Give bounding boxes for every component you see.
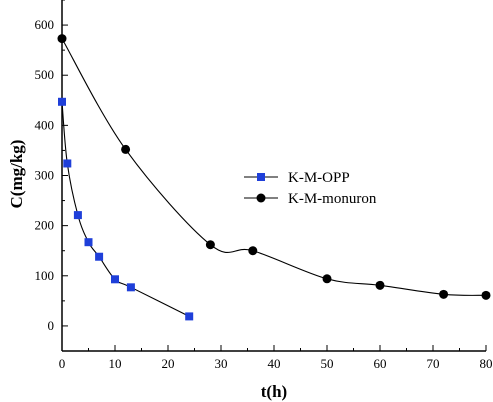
x-tick-label: 0 [59,356,66,371]
data-point-opp [84,238,93,247]
x-tick-label: 80 [480,356,493,371]
data-point-opp [63,159,72,168]
data-point-opp [73,211,82,220]
legend: K-M-OPP K-M-monuron [244,170,377,207]
x-tick-label: 40 [268,356,281,371]
x-tick-label: 20 [162,356,175,371]
fit-curves [61,38,487,317]
y-tick-label: 600 [35,17,55,32]
legend-label-monuron: K-M-monuron [288,191,377,207]
y-tick-label: 100 [35,268,55,283]
legend-label-opp: K-M-OPP [288,170,350,186]
y-tick-label: 500 [35,67,55,82]
data-point-monuron [248,246,258,256]
y-tick-label: 300 [35,168,55,183]
data-point-opp [95,252,104,261]
axes: 0 10 20 30 40 50 60 70 80 0 100 200 300 400 500 600 [35,0,493,371]
data-point-monuron [121,144,131,154]
fit-curve-series-1 [61,38,487,296]
data-point-monuron [205,240,215,250]
x-tick-label: 10 [109,356,122,371]
x-tick-label: 60 [374,356,387,371]
x-axis-title: t(h) [261,382,287,401]
data-point-monuron [322,274,332,284]
y-tick-label: 0 [48,318,55,333]
legend-marker-monuron [256,193,266,203]
data-point-monuron [481,290,491,300]
y-tick-label: 400 [35,117,55,132]
y-tick-label: 200 [35,218,55,233]
x-tick-label: 50 [321,356,334,371]
x-tick-label: 70 [427,356,440,371]
data-point-opp [185,312,194,321]
fit-curve-series-0 [61,101,190,317]
data-points [57,34,491,321]
data-point-opp [126,283,135,292]
data-point-opp [111,275,119,284]
x-tick-label: 30 [215,356,228,371]
legend-marker-opp [257,173,265,181]
data-point-monuron [375,280,385,290]
data-point-monuron [439,289,449,299]
axis-titles: t(h) C(mg/kg) [7,140,287,401]
data-point-opp [58,97,66,106]
data-point-monuron [57,34,67,44]
y-axis-title: C(mg/kg) [7,140,26,209]
